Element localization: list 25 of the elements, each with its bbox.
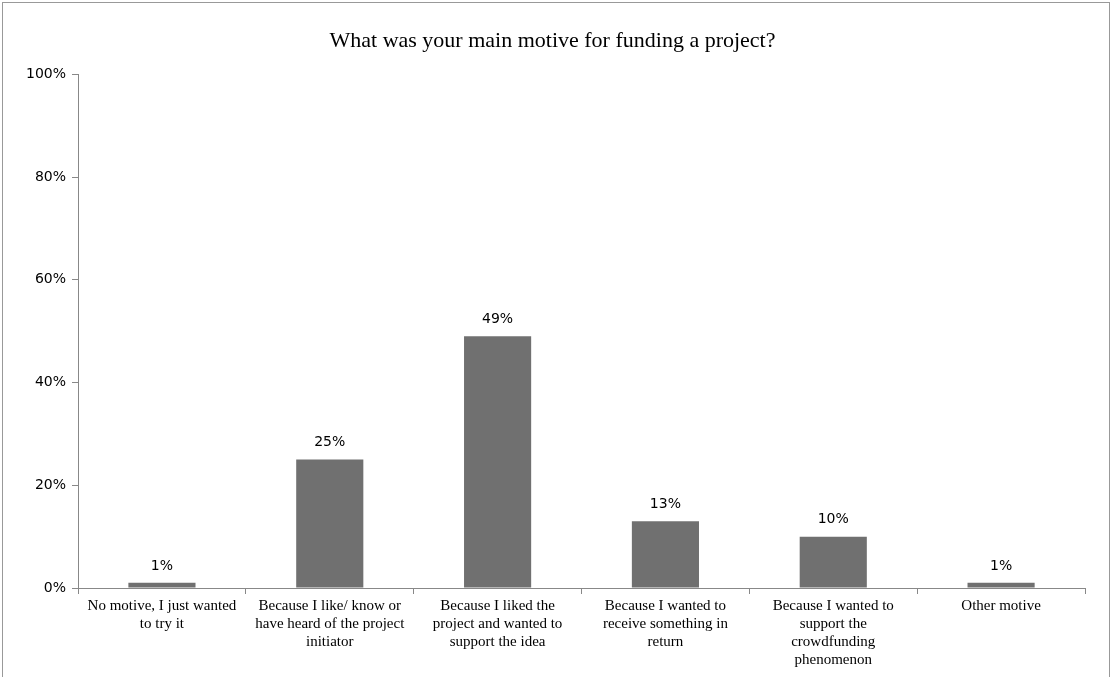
bar bbox=[631, 521, 699, 588]
data-label: 1% bbox=[150, 556, 174, 573]
x-tick-label: No motive, I just wanted to try it bbox=[87, 596, 237, 631]
data-label: 13% bbox=[649, 494, 681, 511]
data-label: 10% bbox=[817, 510, 849, 527]
bar bbox=[799, 536, 867, 588]
data-label: 1% bbox=[989, 556, 1013, 573]
x-tick-label: Because I wanted to support the crowdfunding phenomenon bbox=[772, 596, 894, 667]
bar bbox=[967, 582, 1035, 588]
bar bbox=[128, 582, 196, 588]
y-tick-label: 40% bbox=[34, 373, 67, 390]
bar bbox=[464, 336, 532, 588]
y-tick-label: 60% bbox=[34, 270, 67, 287]
y-tick-label: 20% bbox=[34, 475, 67, 492]
y-tick-label: 0% bbox=[43, 578, 67, 595]
bar bbox=[296, 459, 364, 588]
y-tick-label: 100% bbox=[25, 65, 67, 82]
y-tick-label: 80% bbox=[34, 167, 67, 184]
chart-title: What was your main motive for funding a project? bbox=[329, 26, 776, 52]
x-tick-label: Other motive bbox=[961, 596, 1042, 613]
x-tick-label: Because I like/ know or have heard of the project initiator bbox=[255, 596, 406, 649]
x-tick-label: Because I wanted to receive something in return bbox=[602, 596, 729, 649]
data-label: 25% bbox=[314, 433, 346, 450]
data-label: 49% bbox=[482, 309, 514, 326]
x-tick-label: Because I liked the project and wanted to support the idea bbox=[432, 596, 563, 649]
